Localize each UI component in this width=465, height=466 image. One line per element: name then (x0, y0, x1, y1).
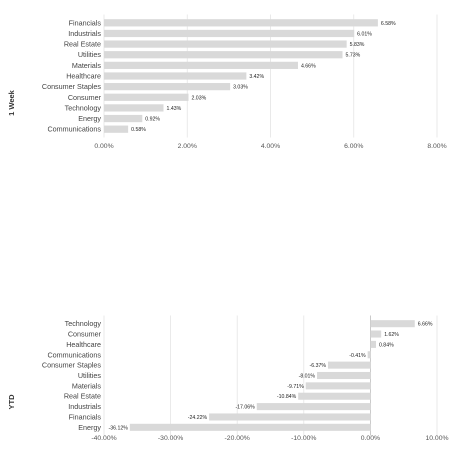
ytd-value-label: -8.01% (299, 374, 316, 380)
week-bar (104, 114, 143, 123)
week-value-label: 3.03% (233, 85, 248, 91)
ytd-tick-label: 10.00% (425, 435, 448, 442)
week-value-label: 6.58% (381, 21, 396, 27)
ytd-bar (317, 371, 371, 380)
week-bar (104, 61, 298, 69)
week-bar (104, 72, 247, 80)
ytd-bar (370, 340, 376, 348)
week-category-label: Materials (72, 61, 102, 70)
ytd-tick-label: -40.00% (91, 435, 116, 442)
ytd-tick-label: -20.00% (225, 435, 250, 442)
week-value-label: 6.01% (357, 31, 372, 37)
week-category-label: Utilities (78, 50, 102, 59)
ytd-value-label: -0.41% (349, 353, 366, 359)
week-bar (104, 51, 343, 59)
week-tick-label: 6.00% (344, 143, 363, 150)
ytd-category-label: Energy (78, 423, 101, 432)
ytd-bar (367, 351, 371, 359)
week-bar (104, 93, 189, 101)
ytd-tick-label: -10.00% (291, 435, 316, 442)
ytd-tick-label: -30.00% (158, 435, 183, 442)
ytd-tick-label: 0.00% (361, 435, 380, 442)
ytd-category-label: Healthcare (66, 340, 101, 349)
week-value-label: 5.73% (346, 53, 361, 59)
ytd-value-label: 1.62% (384, 332, 399, 338)
week-tick-label: 4.00% (261, 143, 280, 150)
ytd-value-label: -10.84% (277, 394, 297, 400)
week-tick-label: 2.00% (178, 143, 197, 150)
week-tick-label: 8.00% (427, 143, 446, 150)
week-value-label: 4.66% (301, 63, 316, 69)
week-category-label: Consumer Staples (42, 82, 102, 91)
ytd-bar (370, 320, 415, 328)
ytd-value-label: -24.22% (188, 415, 208, 421)
ytd-value-label: -17.06% (235, 405, 255, 411)
ytd-bar (298, 392, 371, 400)
week-category-label: Financials (69, 18, 102, 27)
ytd-category-label: Financials (69, 412, 102, 421)
week-category-label: Real Estate (64, 40, 101, 49)
ytd-value-label: -36.12% (109, 425, 129, 431)
week-panel-title: 1 Week (7, 89, 16, 116)
ytd-category-label: Real Estate (64, 392, 101, 401)
week-value-label: 2.03% (191, 95, 206, 101)
ytd-category-label: Materials (72, 381, 102, 390)
week-value-label: 1.43% (167, 106, 182, 112)
week-value-label: 0.58% (131, 127, 146, 133)
week-tick-label: 0.00% (94, 143, 113, 150)
week-value-label: 5.83% (350, 42, 365, 48)
ytd-value-label: 6.66% (418, 322, 433, 328)
ytd-category-label: Utilities (78, 371, 102, 380)
week-bar (104, 40, 347, 48)
ytd-bar (209, 413, 371, 421)
ytd-bar (305, 382, 371, 390)
week-value-label: 3.42% (249, 74, 264, 80)
ytd-category-label: Industrials (68, 402, 101, 411)
week-category-label: Energy (78, 114, 101, 123)
ytd-category-label: Communications (47, 350, 101, 359)
ytd-value-label: 0.84% (379, 342, 394, 348)
week-bar (104, 29, 355, 38)
ytd-bar (327, 361, 371, 369)
week-bar (104, 104, 164, 112)
ytd-bar (129, 423, 371, 431)
week-category-label: Healthcare (66, 72, 101, 81)
ytd-panel-title: YTD (7, 394, 16, 410)
ytd-value-label: -6.37% (310, 363, 327, 369)
ytd-bar (256, 403, 371, 411)
ytd-value-label: -9.71% (287, 384, 304, 390)
week-bar (104, 83, 231, 91)
week-value-label: 0.92% (145, 117, 160, 123)
week-bar (104, 125, 129, 133)
week-category-label: Communications (47, 125, 101, 134)
week-bar (104, 19, 378, 27)
ytd-category-label: Consumer Staples (42, 361, 102, 370)
ytd-bar (370, 330, 382, 338)
week-category-label: Technology (65, 103, 102, 112)
week-category-label: Consumer (68, 93, 102, 102)
ytd-category-label: Technology (65, 319, 102, 328)
week-category-label: Industrials (68, 29, 101, 38)
ytd-category-label: Consumer (68, 330, 102, 339)
